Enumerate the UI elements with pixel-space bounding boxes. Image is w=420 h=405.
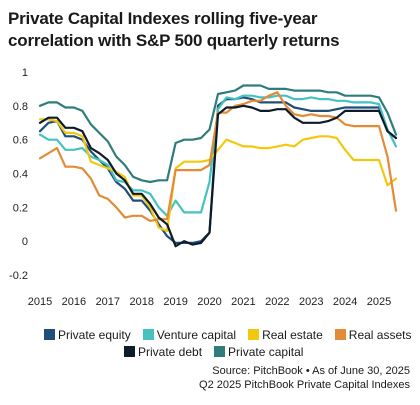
chart-title-line2: correlation with S&P 500 quarterly retur… [8,31,340,50]
y-tick-label: 0.6 [13,135,28,147]
legend-label-venture-capital: Venture capital [156,327,237,342]
x-tick-label: 2024 [333,296,357,308]
legend-item-private-equity: Private equity [44,328,131,342]
legend-label-private-capital: Private capital [228,344,304,359]
x-tick-label: 2017 [96,296,120,308]
x-tick-label: 2020 [197,296,221,308]
legend-row-1: Private equity Venture capital Real esta… [44,326,416,343]
legend-swatch-venture-capital [142,329,154,340]
y-tick-label: 1 [22,67,28,79]
y-tick-label: 0.8 [13,101,28,113]
series-line-real-estate [38,118,398,233]
source-line-1: Source: PitchBook • As of June 30, 2025 [212,365,410,377]
x-tick-label: 2015 [28,296,52,308]
x-tick-label: 2018 [129,296,153,308]
legend-label-real-assets: Real assets [348,327,412,342]
legend-item-real-estate: Real estate [248,328,323,342]
legend-swatch-private-equity [44,329,55,340]
chart-title-line1: Private Capital Indexes rolling five-yea… [8,9,318,28]
x-tick-label: 2022 [265,296,289,308]
legend-item-private-debt: Private debt [124,345,202,359]
x-tick-label: 2021 [231,296,255,308]
legend-swatch-real-estate [248,329,260,340]
x-tick-label: 2019 [163,296,187,308]
series-line-private-capital [38,84,398,184]
y-tick-label: 0 [22,236,28,248]
legend-item-real-assets: Real assets [334,327,412,342]
source-note: Source: PitchBook • As of June 30, 2025 … [199,364,410,392]
y-tick-label: 0.4 [13,169,28,181]
x-tick-label: 2023 [299,296,323,308]
y-tick-label: -0.2 [9,270,28,282]
y-tick-label: 0.2 [13,202,28,214]
x-tick-label: 2016 [62,296,86,308]
source-line-2: Q2 2025 PitchBook Private Capital Indexe… [199,379,410,391]
series-line-private-debt [38,104,398,248]
x-tick-label: 2025 [367,296,391,308]
line-chart: -0.2 0 0.2 0.4 0.6 0.8 1 2015 2016 2017 2018 2019 20… [9,67,398,308]
chart-title: Private Capital Indexes rolling five-yea… [8,8,412,52]
legend-label-real-estate: Real estate [262,327,323,342]
legend-row-2: Private debt Private capital [44,343,416,360]
legend-item-private-capital: Private capital [214,345,303,359]
legend-swatch-private-capital [214,346,226,357]
legend-label-private-equity: Private equity [58,327,131,342]
legend-item-venture-capital: Venture capital [142,327,237,342]
legend-label-private-debt: Private debt [138,344,203,359]
legend-swatch-real-assets [334,329,346,340]
legend-swatch-private-debt [124,346,135,357]
series-line-venture-capital [38,94,398,217]
chart-legend: Private equity Venture capital Real esta… [44,326,416,360]
